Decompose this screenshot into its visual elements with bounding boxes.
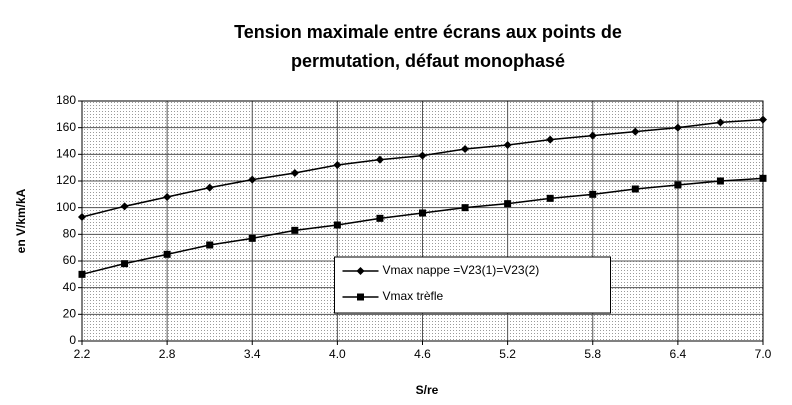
legend-label: Vmax nappe =V23(1)=V23(2) — [383, 263, 540, 277]
data-point — [504, 200, 512, 208]
x-tick-label: 2.8 — [159, 347, 176, 361]
data-point — [674, 181, 682, 189]
data-point — [291, 226, 299, 234]
chart-title: Tension maximale entre écrans aux points… — [234, 22, 622, 42]
y-tick-label: 120 — [56, 173, 76, 187]
data-point — [716, 177, 724, 185]
data-point — [418, 151, 427, 160]
x-axis-label: S/re — [416, 383, 439, 397]
data-point — [375, 155, 384, 164]
data-point — [716, 118, 725, 127]
data-point — [759, 174, 767, 182]
data-point — [673, 123, 682, 132]
x-tick-label: 4.6 — [414, 347, 431, 361]
legend-marker — [357, 293, 364, 301]
data-point — [461, 145, 470, 153]
y-axis-label: en V/km/kA — [14, 188, 28, 253]
data-point — [205, 183, 214, 192]
x-tick-label: 3.4 — [244, 347, 261, 361]
legend-marker — [356, 267, 365, 275]
y-tick-label: 100 — [56, 200, 76, 214]
data-point — [121, 260, 129, 268]
y-tick-label: 0 — [69, 333, 76, 347]
data-point — [333, 161, 342, 169]
data-point — [546, 135, 555, 144]
data-point — [588, 131, 597, 140]
data-point — [759, 115, 767, 124]
data-point — [461, 204, 469, 212]
data-point — [78, 213, 86, 221]
data-point — [589, 190, 597, 198]
data-point — [248, 234, 256, 242]
data-point — [503, 141, 512, 149]
y-tick-label: 20 — [63, 307, 77, 321]
x-tick-label: 7.0 — [755, 347, 772, 361]
y-tick-label: 140 — [56, 147, 76, 161]
data-point — [631, 127, 640, 136]
data-point — [290, 169, 299, 177]
x-tick-label: 6.4 — [670, 347, 687, 361]
y-tick-label: 60 — [63, 253, 77, 267]
data-point — [78, 270, 86, 278]
legend-box — [334, 256, 611, 314]
x-tick-label: 5.8 — [584, 347, 601, 361]
data-point — [248, 175, 257, 184]
y-tick-label: 160 — [56, 120, 76, 134]
x-tick-label: 4.0 — [329, 347, 346, 361]
legend-label: Vmax trèfle — [383, 289, 444, 303]
data-point — [333, 221, 341, 229]
data-point — [631, 185, 639, 193]
chart-title: permutation, défaut monophasé — [291, 51, 565, 71]
y-tick-label: 180 — [56, 93, 76, 107]
data-point — [163, 250, 171, 258]
y-tick-label: 80 — [63, 227, 77, 241]
data-point — [163, 193, 172, 201]
data-point — [419, 209, 426, 217]
x-tick-label: 2.2 — [74, 347, 91, 361]
data-point — [206, 241, 214, 249]
y-tick-label: 40 — [63, 280, 77, 294]
x-tick-label: 5.2 — [499, 347, 516, 361]
data-point — [546, 194, 554, 202]
data-point — [120, 202, 129, 211]
data-point — [376, 214, 384, 222]
